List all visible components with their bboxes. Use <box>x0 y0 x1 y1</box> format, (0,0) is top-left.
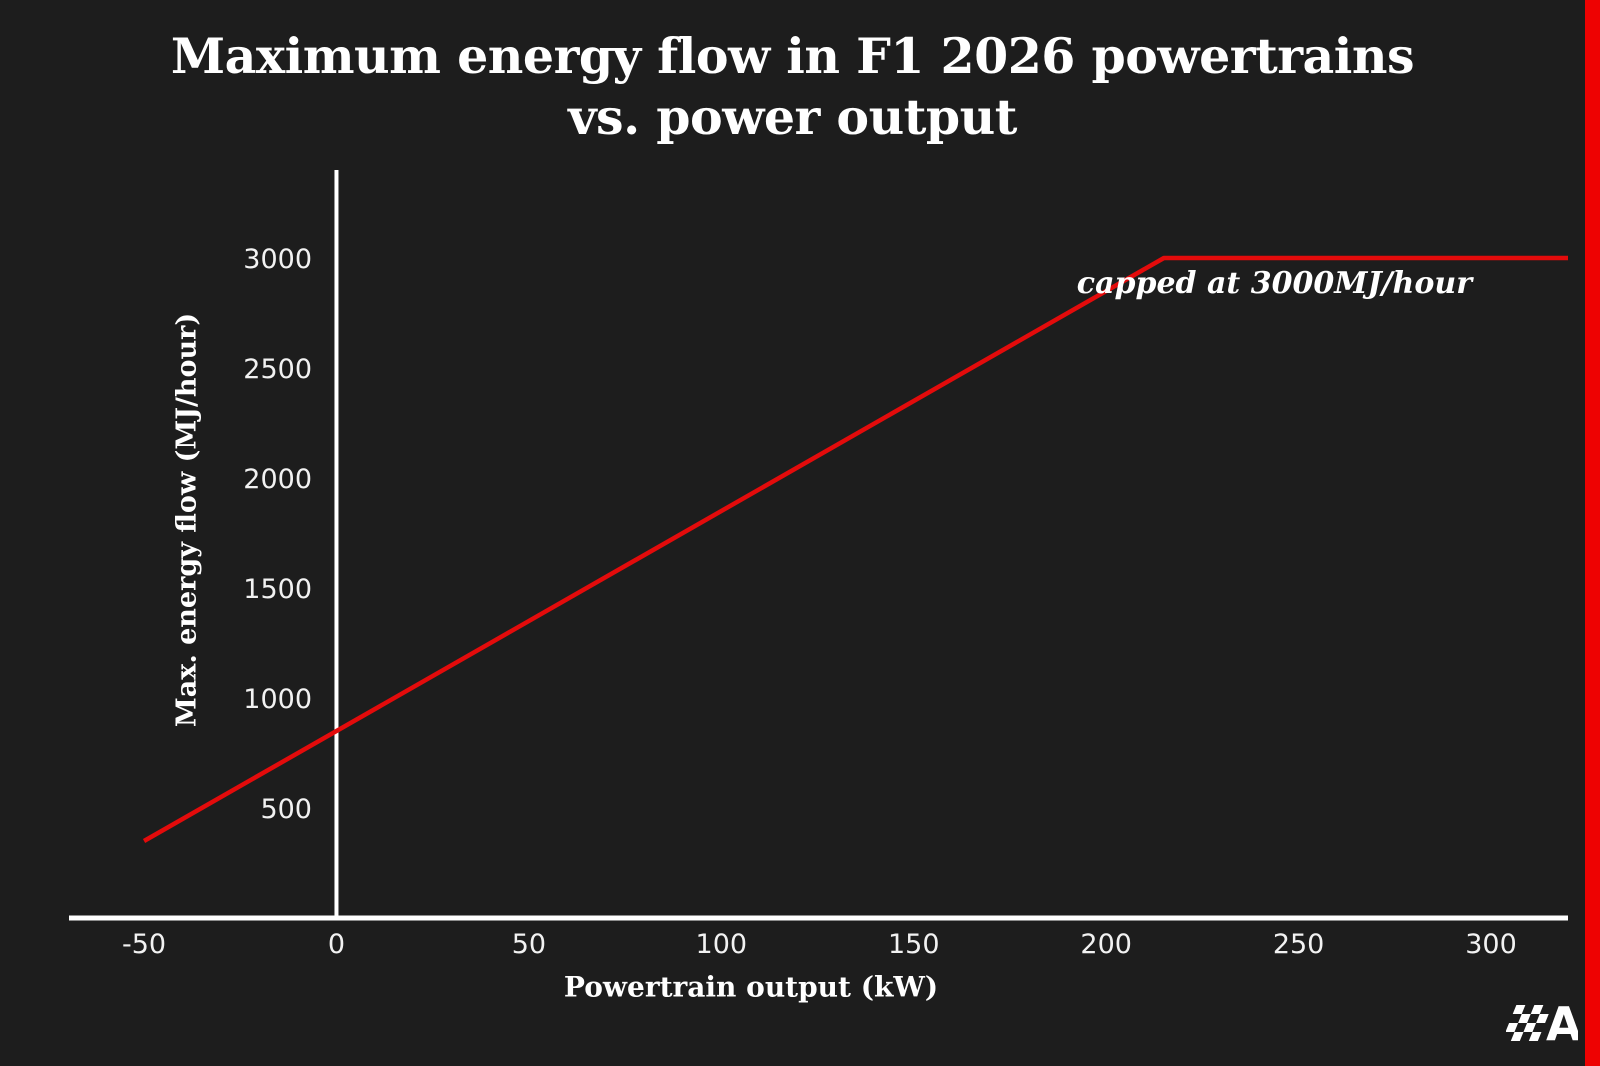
y-tick-label: 1500 <box>243 574 312 605</box>
y-tick-label: 2000 <box>243 464 312 495</box>
y-axis-label: Max. energy flow (MJ/hour) <box>171 312 203 728</box>
x-tick-label: 250 <box>1273 929 1325 960</box>
x-tick-label: 150 <box>888 929 940 960</box>
x-tick-label: 50 <box>512 929 546 960</box>
x-tick-label: 0 <box>328 929 345 960</box>
energy-flow-line <box>142 255 1568 843</box>
logo-letter: A <box>1546 997 1578 1044</box>
publisher-logo: A <box>1506 992 1578 1044</box>
x-axis-label: Powertrain output (kW) <box>563 970 939 1004</box>
y-tick-label: 3000 <box>243 244 312 275</box>
checkered-flag-logo-icon: A <box>1506 997 1578 1044</box>
cap-annotation: capped at 3000MJ/hour <box>1076 266 1472 301</box>
x-tick-label: 200 <box>1080 929 1132 960</box>
chart-title: Maximum energy flow in F1 2026 powertrai… <box>0 26 1585 148</box>
y-tick-label: 1000 <box>243 684 312 715</box>
chart-title-line1: Maximum energy flow in F1 2026 powertrai… <box>170 27 1415 85</box>
checkered-flag-pattern <box>1506 1005 1549 1041</box>
right-red-border <box>1585 0 1600 1066</box>
x-tick-label: 100 <box>696 929 748 960</box>
y-tick-label: 500 <box>260 794 312 825</box>
y-tick-label: 2500 <box>243 354 312 385</box>
chart-title-line2: vs. power output <box>568 88 1017 146</box>
x-tick-label: -50 <box>122 929 166 960</box>
x-tick-label: 300 <box>1465 929 1517 960</box>
